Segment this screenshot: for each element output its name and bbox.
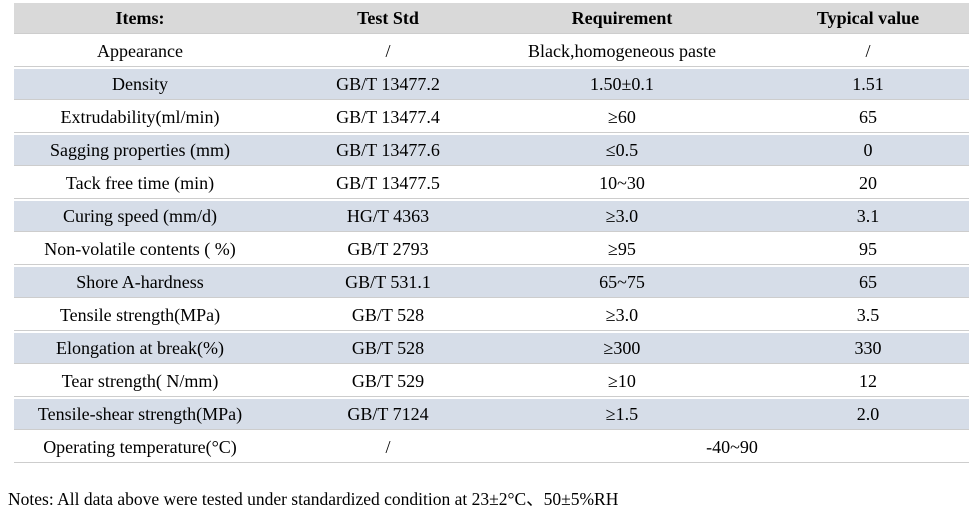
cell-item: Shore A-hardness <box>14 267 266 297</box>
cell-req: 1.50±0.1 <box>510 69 734 99</box>
cell-typical: 65 <box>734 267 969 297</box>
cell-std: GB/T 2793 <box>266 234 510 264</box>
cell-std: GB/T 528 <box>266 333 510 363</box>
spec-table-container: Items: Test Std Requirement Typical valu… <box>14 0 969 465</box>
header-test-std: Test Std <box>266 3 510 33</box>
product-spec-table: Items: Test Std Requirement Typical valu… <box>14 0 969 465</box>
cell-std: / <box>266 36 510 66</box>
cell-req: Black,homogeneous paste <box>510 36 734 66</box>
cell-std: GB/T 13477.5 <box>266 168 510 198</box>
header-typical-value: Typical value <box>734 3 969 33</box>
cell-std: GB/T 7124 <box>266 399 510 429</box>
cell-std: GB/T 13477.6 <box>266 135 510 165</box>
table-row: Density GB/T 13477.2 1.50±0.1 1.51 <box>14 69 969 99</box>
table-row: Curing speed (mm/d) HG/T 4363 ≥3.0 3.1 <box>14 201 969 231</box>
cell-req: 65~75 <box>510 267 734 297</box>
cell-req: ≥60 <box>510 102 734 132</box>
table-row: Tensile strength(MPa) GB/T 528 ≥3.0 3.5 <box>14 300 969 330</box>
table-row: Elongation at break(%) GB/T 528 ≥300 330 <box>14 333 969 363</box>
cell-item: Non-volatile contents ( %) <box>14 234 266 264</box>
table-row: Non-volatile contents ( %) GB/T 2793 ≥95… <box>14 234 969 264</box>
table-row: Appearance / Black,homogeneous paste / <box>14 36 969 66</box>
cell-item: Curing speed (mm/d) <box>14 201 266 231</box>
cell-item: Tensile strength(MPa) <box>14 300 266 330</box>
cell-std: GB/T 13477.2 <box>266 69 510 99</box>
table-row: Tack free time (min) GB/T 13477.5 10~30 … <box>14 168 969 198</box>
table-row: Shore A-hardness GB/T 531.1 65~75 65 <box>14 267 969 297</box>
cell-item: Appearance <box>14 36 266 66</box>
header-items: Items: <box>14 3 266 33</box>
cell-typical: 12 <box>734 366 969 396</box>
cell-item: Operating temperature(°C) <box>14 432 266 462</box>
table-row: Tear strength( N/mm) GB/T 529 ≥10 12 <box>14 366 969 396</box>
header-row: Items: Test Std Requirement Typical valu… <box>14 3 969 33</box>
header-requirement: Requirement <box>510 3 734 33</box>
cell-item: Elongation at break(%) <box>14 333 266 363</box>
cell-item: Tack free time (min) <box>14 168 266 198</box>
cell-typical: 0 <box>734 135 969 165</box>
cell-item: Density <box>14 69 266 99</box>
cell-req: ≤0.5 <box>510 135 734 165</box>
cell-typical: 3.5 <box>734 300 969 330</box>
cell-req: ≥300 <box>510 333 734 363</box>
cell-std: GB/T 528 <box>266 300 510 330</box>
cell-req: ≥95 <box>510 234 734 264</box>
cell-std: GB/T 531.1 <box>266 267 510 297</box>
cell-temperature-range: -40~90 <box>510 432 969 462</box>
cell-typical: 2.0 <box>734 399 969 429</box>
cell-req: ≥3.0 <box>510 201 734 231</box>
table-row: Extrudability(ml/min) GB/T 13477.4 ≥60 6… <box>14 102 969 132</box>
cell-typical: 65 <box>734 102 969 132</box>
cell-typical: 330 <box>734 333 969 363</box>
cell-std: HG/T 4363 <box>266 201 510 231</box>
cell-typical: 1.51 <box>734 69 969 99</box>
table-row: Sagging properties (mm) GB/T 13477.6 ≤0.… <box>14 135 969 165</box>
cell-item: Sagging properties (mm) <box>14 135 266 165</box>
cell-std: GB/T 13477.4 <box>266 102 510 132</box>
cell-req: 10~30 <box>510 168 734 198</box>
cell-std: / <box>266 432 510 462</box>
table-row: Tensile-shear strength(MPa) GB/T 7124 ≥1… <box>14 399 969 429</box>
cell-typical: 95 <box>734 234 969 264</box>
cell-req: ≥3.0 <box>510 300 734 330</box>
cell-req: ≥10 <box>510 366 734 396</box>
cell-std: GB/T 529 <box>266 366 510 396</box>
table-row-operating-temperature: Operating temperature(°C) / -40~90 <box>14 432 969 462</box>
cell-item: Extrudability(ml/min) <box>14 102 266 132</box>
notes-text: Notes: All data above were tested under … <box>8 489 619 509</box>
cell-typical: 20 <box>734 168 969 198</box>
cell-typical: / <box>734 36 969 66</box>
cell-item: Tear strength( N/mm) <box>14 366 266 396</box>
cell-typical: 3.1 <box>734 201 969 231</box>
cell-item: Tensile-shear strength(MPa) <box>14 399 266 429</box>
cell-req: ≥1.5 <box>510 399 734 429</box>
